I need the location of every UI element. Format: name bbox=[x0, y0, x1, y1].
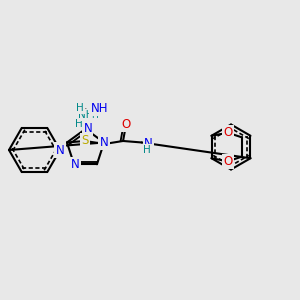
Text: NH: NH bbox=[78, 110, 94, 120]
Text: H: H bbox=[76, 103, 84, 113]
Text: O: O bbox=[224, 155, 232, 168]
Text: N: N bbox=[83, 122, 92, 136]
Text: O: O bbox=[122, 118, 131, 131]
Text: N: N bbox=[56, 143, 64, 157]
Text: S: S bbox=[81, 134, 88, 148]
Text: H: H bbox=[143, 145, 151, 155]
Text: H: H bbox=[75, 118, 83, 129]
Text: N: N bbox=[71, 158, 80, 171]
Text: NH: NH bbox=[91, 102, 108, 115]
Text: N: N bbox=[100, 136, 108, 149]
Text: O: O bbox=[224, 126, 232, 139]
Text: H: H bbox=[91, 111, 98, 120]
Text: N: N bbox=[144, 136, 153, 150]
